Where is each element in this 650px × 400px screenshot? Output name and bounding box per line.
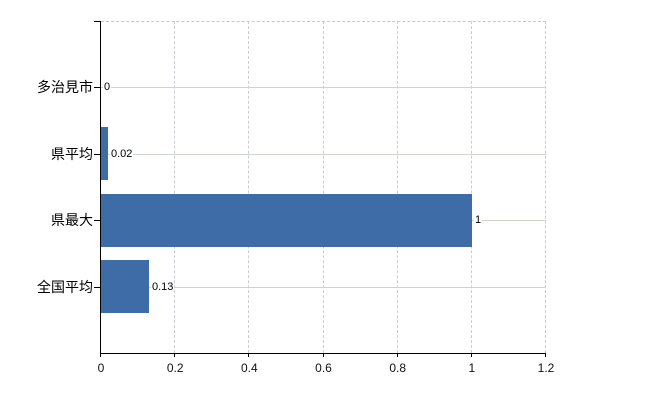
x-gridline xyxy=(396,21,398,353)
y-axis-tick xyxy=(94,220,101,221)
category-label: 県最大 xyxy=(51,212,93,228)
y-axis-tick xyxy=(94,87,101,88)
category-gridline xyxy=(101,154,546,155)
x-axis-tick xyxy=(100,353,101,357)
bar-県最大 xyxy=(101,194,472,247)
x-tick-label: 1.2 xyxy=(537,361,555,375)
value-label: 0.02 xyxy=(110,148,134,160)
x-axis-tick xyxy=(396,353,398,357)
bar-県平均 xyxy=(101,127,108,180)
category-gridline xyxy=(101,87,546,88)
x-axis-line xyxy=(100,353,546,354)
x-gridline xyxy=(174,21,176,353)
x-gridline xyxy=(470,21,472,353)
x-axis-tick xyxy=(174,353,176,357)
x-gridline xyxy=(322,21,324,353)
x-axis-tick xyxy=(248,353,250,357)
x-gridline xyxy=(545,21,546,353)
x-tick-label: 0 xyxy=(97,361,105,375)
x-axis-tick xyxy=(545,353,546,357)
category-gridline xyxy=(101,287,546,288)
value-label: 1 xyxy=(474,214,483,226)
x-gridline xyxy=(248,21,250,353)
y-axis-line xyxy=(100,21,101,354)
value-label: 0.13 xyxy=(151,281,175,293)
category-label: 多治見市 xyxy=(37,79,93,95)
category-label: 県平均 xyxy=(51,146,93,162)
x-tick-label: 0.2 xyxy=(166,361,184,375)
bar-全国平均 xyxy=(101,260,149,313)
y-axis-tick xyxy=(94,154,101,155)
x-tick-label: 1 xyxy=(468,361,476,375)
value-label: 0 xyxy=(103,81,112,93)
x-axis-tick xyxy=(322,353,324,357)
y-axis-top-cap-tick xyxy=(94,21,101,22)
x-tick-label: 0.8 xyxy=(389,361,406,375)
x-tick-label: 0.6 xyxy=(315,361,332,375)
x-tick-label: 0.4 xyxy=(240,361,258,375)
x-axis-tick xyxy=(470,353,472,357)
y-axis-tick xyxy=(94,287,101,288)
plot-area xyxy=(101,21,546,353)
category-label: 全国平均 xyxy=(37,279,93,295)
